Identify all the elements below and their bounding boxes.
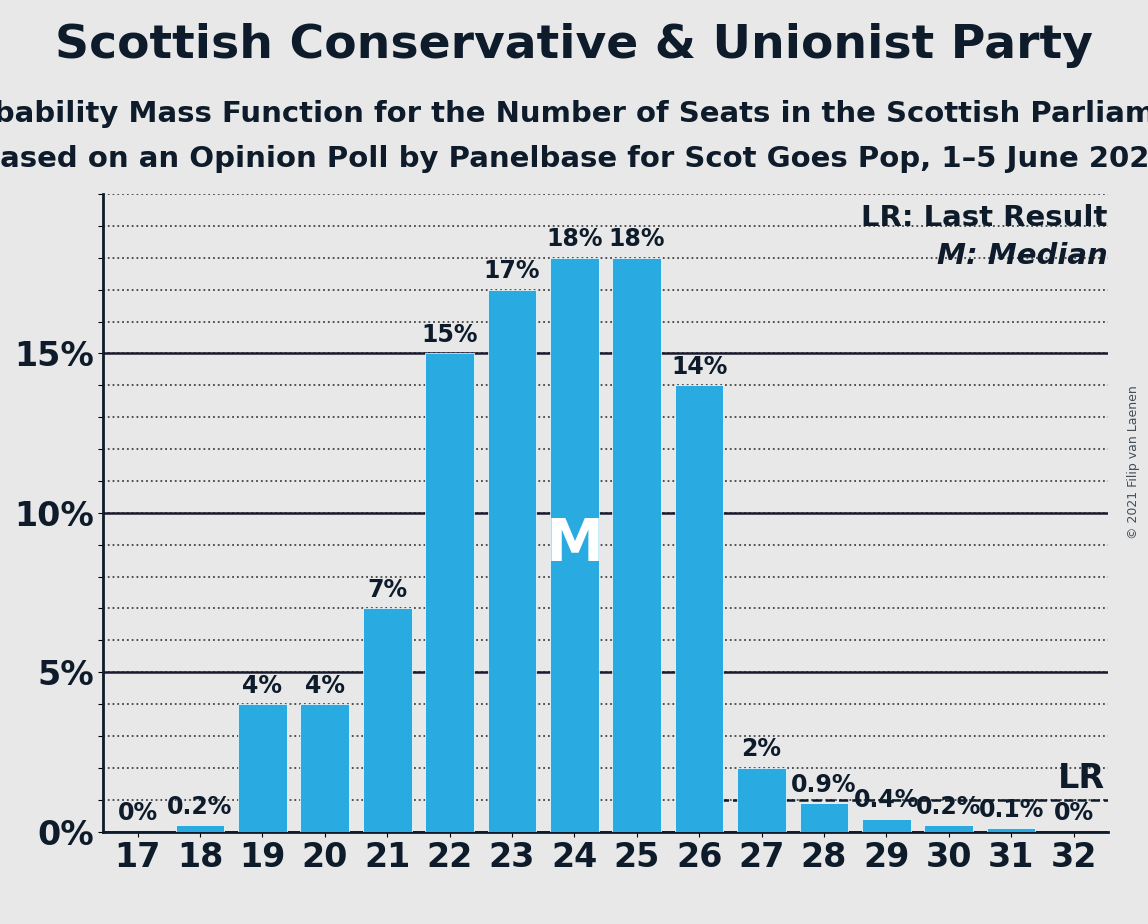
Bar — [987, 829, 1035, 832]
Text: M: Median: M: Median — [937, 242, 1108, 270]
Text: 2%: 2% — [742, 737, 782, 761]
Text: Scottish Conservative & Unionist Party: Scottish Conservative & Unionist Party — [55, 23, 1093, 68]
Text: 18%: 18% — [608, 227, 665, 251]
Bar — [301, 704, 349, 832]
Text: 7%: 7% — [367, 578, 408, 602]
Bar — [488, 290, 536, 832]
Bar — [800, 803, 848, 832]
Text: Probability Mass Function for the Number of Seats in the Scottish Parliament: Probability Mass Function for the Number… — [0, 100, 1148, 128]
Text: 0.4%: 0.4% — [854, 788, 920, 812]
Text: 18%: 18% — [546, 227, 603, 251]
Bar — [550, 258, 599, 832]
Text: 0.2%: 0.2% — [168, 795, 233, 819]
Text: 15%: 15% — [421, 323, 478, 347]
Text: 14%: 14% — [670, 355, 728, 379]
Text: 0%: 0% — [1054, 801, 1094, 825]
Text: Based on an Opinion Poll by Panelbase for Scot Goes Pop, 1–5 June 2020: Based on an Opinion Poll by Panelbase fo… — [0, 145, 1148, 173]
Bar — [612, 258, 661, 832]
Text: 0.9%: 0.9% — [791, 772, 856, 796]
Text: 17%: 17% — [483, 260, 541, 284]
Text: © 2021 Filip van Laenen: © 2021 Filip van Laenen — [1127, 385, 1140, 539]
Bar — [924, 825, 974, 832]
Text: M: M — [545, 517, 604, 573]
Bar — [675, 385, 723, 832]
Bar — [363, 609, 411, 832]
Text: 4%: 4% — [242, 674, 282, 698]
Text: 0%: 0% — [117, 801, 157, 825]
Text: 0.2%: 0.2% — [916, 795, 982, 819]
Bar — [176, 825, 224, 832]
Bar — [862, 819, 910, 832]
Text: LR: Last Result: LR: Last Result — [861, 203, 1108, 232]
Text: LR: LR — [1057, 762, 1104, 795]
Text: 0.1%: 0.1% — [978, 798, 1044, 822]
Bar — [737, 768, 786, 832]
Text: 4%: 4% — [305, 674, 344, 698]
Bar — [238, 704, 287, 832]
Bar — [425, 353, 474, 832]
